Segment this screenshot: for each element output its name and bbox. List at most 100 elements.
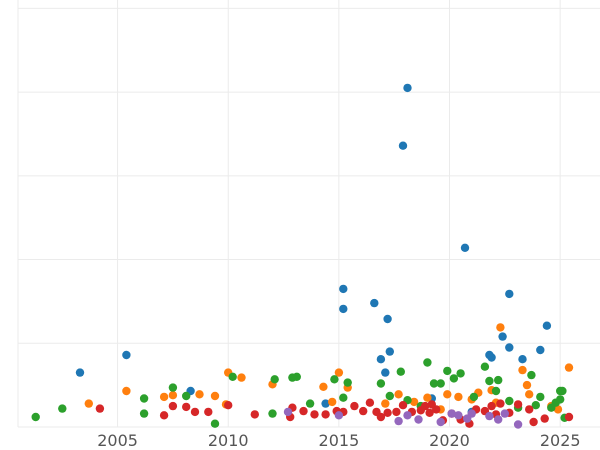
data-point-series-4 <box>513 400 523 409</box>
data-point-series-3 <box>139 409 149 418</box>
data-point-series-3 <box>429 379 439 388</box>
data-point-series-3 <box>436 379 445 388</box>
data-point-series-3 <box>491 386 501 396</box>
data-point-series-5 <box>463 414 472 423</box>
data-point-series-3 <box>58 404 67 413</box>
data-point-series-1 <box>381 368 390 377</box>
data-point-series-2 <box>328 397 337 407</box>
data-point-series-3 <box>536 392 545 402</box>
x-tick-label: 2020 <box>429 431 470 450</box>
data-point-series-4 <box>350 401 359 411</box>
data-point-series-2 <box>564 363 574 372</box>
data-point-series-2 <box>195 390 204 399</box>
data-point-series-4 <box>95 404 105 413</box>
data-point-series-1 <box>542 321 552 330</box>
data-point-series-3 <box>485 376 494 386</box>
data-point-series-3 <box>330 375 339 384</box>
x-tick-label: 2015 <box>319 431 360 450</box>
data-point-series-1 <box>385 347 394 356</box>
data-point-series-1 <box>339 284 348 294</box>
data-point-series-1 <box>403 83 412 93</box>
data-point-series-2 <box>334 368 344 377</box>
data-point-series-2 <box>84 399 94 408</box>
data-point-series-4 <box>487 401 496 411</box>
data-point-series-1 <box>75 368 85 377</box>
data-point-series-4 <box>190 407 200 417</box>
data-point-series-4 <box>321 410 330 419</box>
data-point-series-5 <box>436 417 445 427</box>
data-point-series-4 <box>564 412 574 422</box>
data-point-series-3 <box>443 366 452 376</box>
data-point-series-3 <box>292 372 301 381</box>
data-point-series-3 <box>139 394 149 403</box>
data-point-series-4 <box>376 412 386 422</box>
data-point-series-3 <box>343 378 352 387</box>
data-point-series-4 <box>425 408 434 417</box>
data-point-series-2 <box>443 390 452 399</box>
data-point-series-5 <box>513 420 523 429</box>
data-point-series-1 <box>505 343 514 352</box>
data-point-series-2 <box>319 382 328 391</box>
data-point-series-4 <box>392 407 401 417</box>
data-point-series-3 <box>480 362 490 371</box>
data-point-series-1 <box>321 399 330 408</box>
data-point-series-3 <box>31 412 40 422</box>
data-point-series-3 <box>339 393 348 402</box>
data-point-series-4 <box>421 401 430 411</box>
data-point-series-3 <box>305 399 315 408</box>
data-point-series-3 <box>449 374 459 383</box>
data-point-series-2 <box>409 397 419 407</box>
data-point-series-1 <box>339 304 348 314</box>
data-point-series-4 <box>299 406 308 416</box>
x-tick-label: 2005 <box>97 431 138 450</box>
data-point-series-4 <box>529 417 538 427</box>
data-point-series-1 <box>536 345 545 355</box>
data-point-series-1 <box>122 350 131 360</box>
x-tick-label: 2025 <box>540 431 581 450</box>
data-point-series-3 <box>385 391 394 401</box>
data-point-series-1 <box>370 298 379 308</box>
data-point-series-4 <box>159 411 169 420</box>
data-point-series-4 <box>359 406 368 416</box>
data-point-series-2 <box>394 390 403 399</box>
data-point-series-3 <box>469 392 479 402</box>
data-point-series-5 <box>485 411 494 421</box>
data-point-series-1 <box>398 141 408 150</box>
data-point-series-3 <box>505 396 514 406</box>
data-point-series-4 <box>540 414 549 423</box>
data-point-series-4 <box>168 401 178 411</box>
data-point-series-1 <box>376 355 386 364</box>
data-point-series-4 <box>496 399 505 408</box>
data-point-series-1 <box>505 289 514 299</box>
data-point-series-3 <box>531 401 540 410</box>
data-point-series-4 <box>525 405 534 414</box>
data-point-series-2 <box>518 365 527 375</box>
data-point-series-4 <box>398 401 408 410</box>
data-point-series-2 <box>210 391 220 401</box>
data-point-series-5 <box>447 409 456 418</box>
data-point-series-4 <box>204 407 213 417</box>
data-point-series-2 <box>159 392 169 402</box>
data-point-series-3 <box>423 358 432 367</box>
data-point-series-2 <box>423 393 432 402</box>
data-point-series-2 <box>454 392 463 402</box>
data-point-series-3 <box>270 375 279 384</box>
data-point-series-5 <box>500 409 509 418</box>
data-point-series-2 <box>237 373 246 382</box>
data-point-series-2 <box>496 323 505 332</box>
data-point-series-3 <box>396 367 405 376</box>
data-point-series-2 <box>553 405 563 414</box>
data-point-series-3 <box>556 395 565 404</box>
data-point-series-1 <box>487 353 496 362</box>
data-point-series-5 <box>403 411 412 420</box>
data-point-series-3 <box>182 391 191 401</box>
data-point-series-3 <box>558 386 567 396</box>
data-point-series-4 <box>250 410 259 419</box>
data-point-series-5 <box>494 415 503 424</box>
data-point-series-3 <box>376 379 386 388</box>
data-point-series-3 <box>210 419 220 428</box>
data-point-series-3 <box>228 372 237 381</box>
data-point-series-2 <box>525 390 534 399</box>
data-point-series-5 <box>414 415 423 424</box>
